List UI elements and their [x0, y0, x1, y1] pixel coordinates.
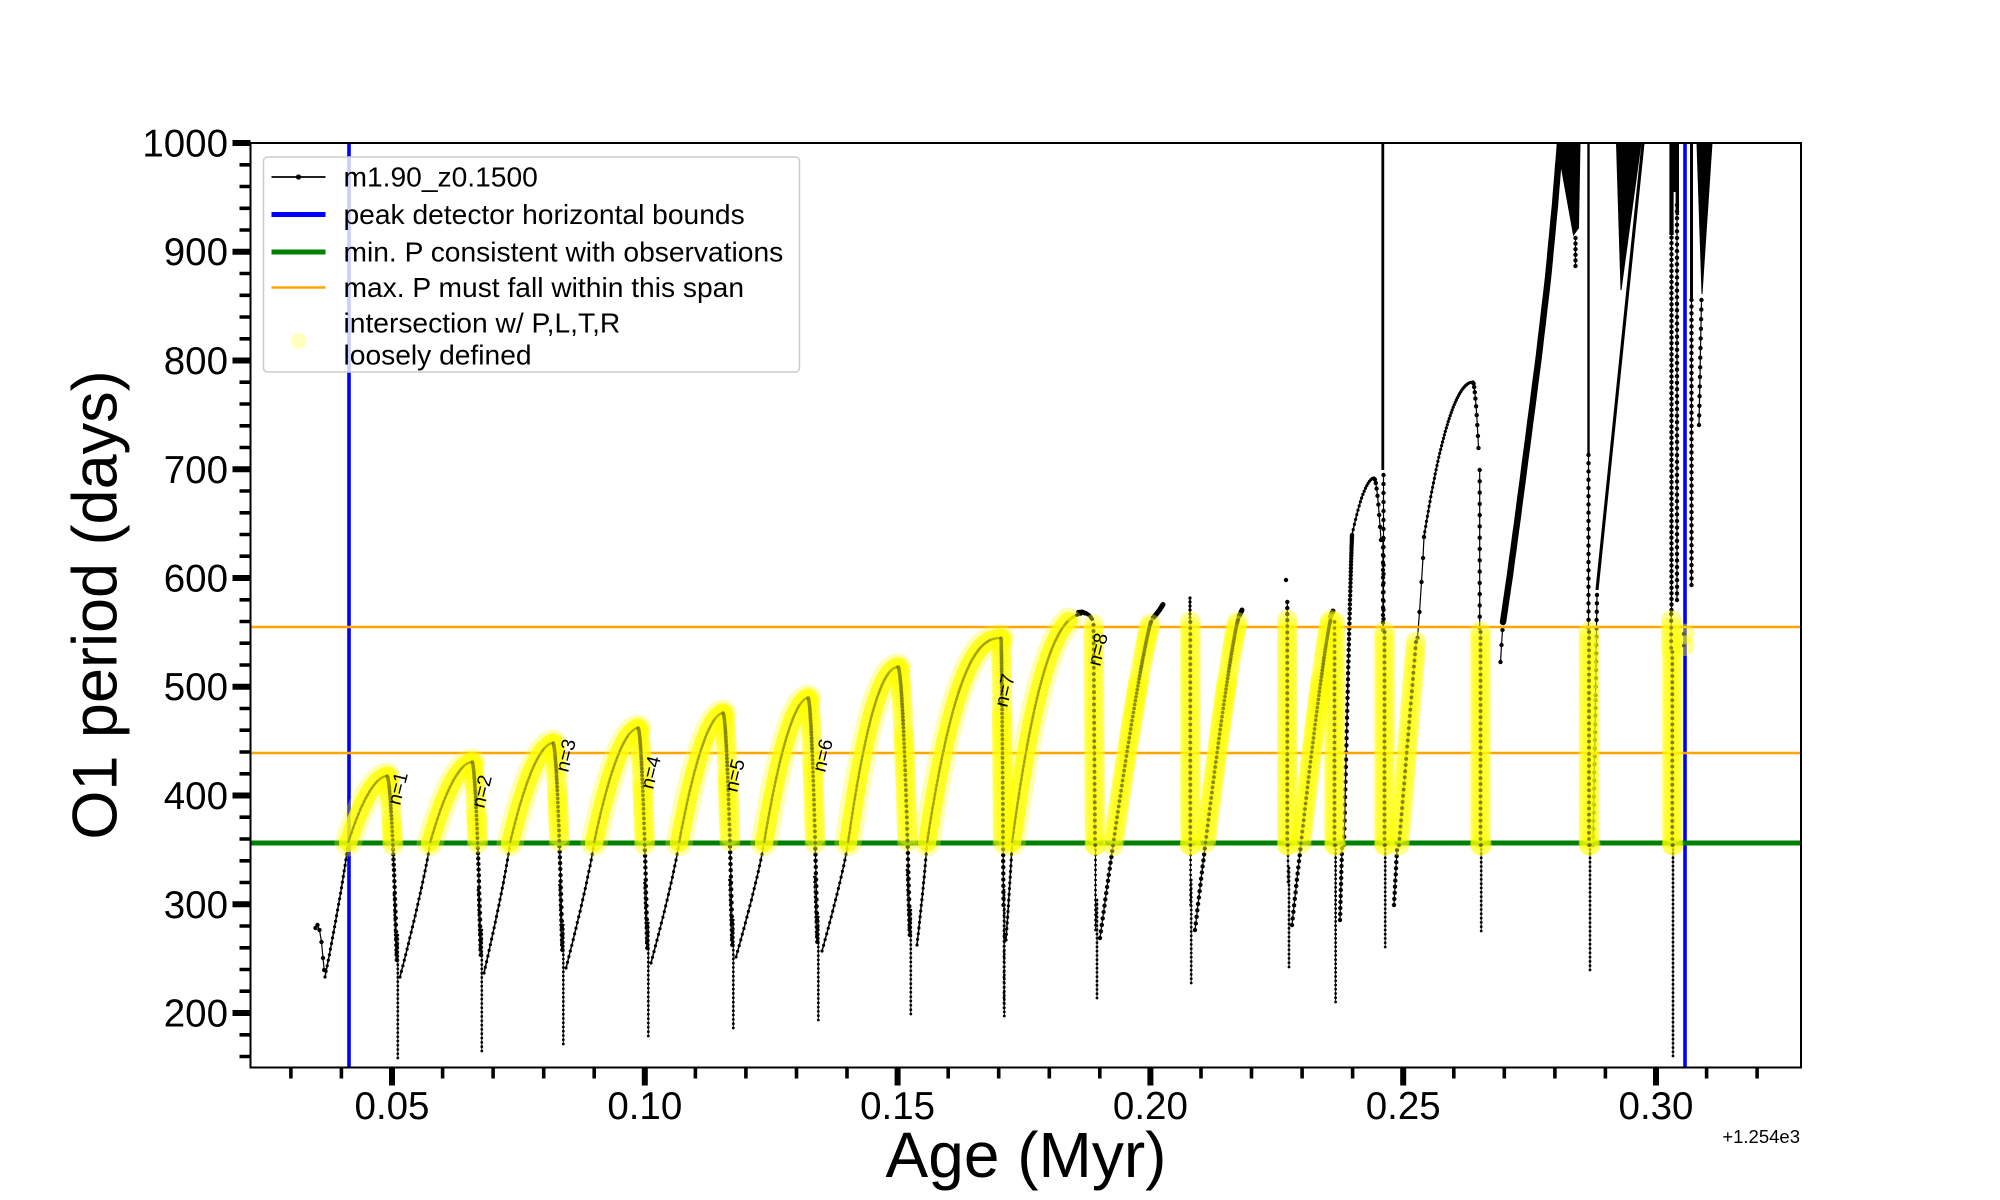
svg-text:400: 400	[164, 775, 228, 818]
svg-text:peak detector horizontal bound: peak detector horizontal bounds	[344, 198, 745, 230]
svg-text:900: 900	[164, 231, 228, 274]
svg-text:intersection w/ P,L,T,R: intersection w/ P,L,T,R	[344, 307, 621, 339]
svg-text:loosely defined: loosely defined	[344, 339, 532, 371]
svg-text:min. P consistent with observa: min. P consistent with observations	[344, 236, 784, 268]
svg-text:0.20: 0.20	[1113, 1085, 1188, 1128]
svg-text:0.05: 0.05	[355, 1085, 430, 1128]
svg-text:200: 200	[164, 993, 228, 1036]
svg-text:0.30: 0.30	[1619, 1085, 1694, 1128]
svg-text:0.10: 0.10	[607, 1085, 682, 1128]
svg-text:0.25: 0.25	[1366, 1085, 1441, 1128]
svg-text:500: 500	[164, 666, 228, 709]
svg-text:300: 300	[164, 884, 228, 927]
svg-text:700: 700	[164, 449, 228, 492]
svg-text:0.15: 0.15	[860, 1085, 935, 1128]
svg-text:1000: 1000	[142, 123, 228, 166]
svg-text:800: 800	[164, 340, 228, 383]
svg-text:m1.90_z0.1500: m1.90_z0.1500	[344, 161, 538, 193]
svg-text:Age (Myr): Age (Myr)	[886, 1119, 1167, 1191]
svg-text:+1.254e3: +1.254e3	[1722, 1126, 1800, 1147]
svg-text:600: 600	[164, 558, 228, 601]
svg-text:max. P must fall within this s: max. P must fall within this span	[344, 271, 745, 303]
svg-text:O1 period (days): O1 period (days)	[61, 370, 131, 839]
